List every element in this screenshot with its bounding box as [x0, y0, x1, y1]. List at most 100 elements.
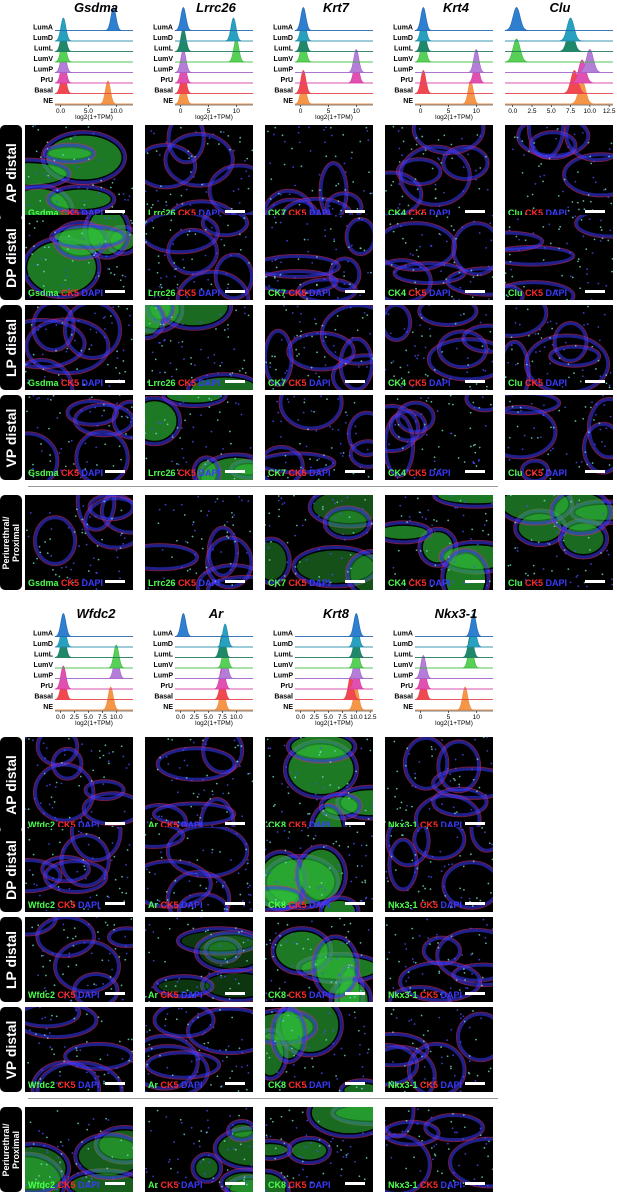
x-axis-label: log2(1+TPM)	[315, 720, 353, 727]
ridge-category-label: Basal	[34, 694, 53, 701]
marker-label: CK7	[268, 288, 287, 298]
ck5-label: CK5	[286, 288, 307, 298]
microscopy-panel: CK7 CK5 DAPI	[265, 305, 373, 390]
ck5-label: CK5	[417, 1080, 439, 1090]
x-axis-label: log2(1+TPM)	[75, 114, 113, 121]
x-tick-label: 10	[353, 108, 361, 115]
microscopy-panel: CK7 CK5 DAPI	[265, 395, 373, 480]
x-tick-label: 10.0	[110, 714, 123, 721]
tissue-image	[25, 395, 133, 480]
row-label-text: DP distal	[3, 839, 19, 900]
ridge-category-label: LumV	[274, 662, 294, 669]
ridge-category-label: LumD	[33, 641, 53, 648]
microscopy-panel: CK4 CK5 DAPI	[385, 125, 493, 220]
marker-label: Gsdma	[28, 468, 59, 478]
stain-caption: Wfdc2 CK5 DAPI	[28, 820, 100, 830]
dapi-label: DAPI	[75, 1180, 100, 1190]
ridge-category-label: PrU	[281, 683, 293, 690]
microscopy-panel: Nkx3-1 CK5 DAPI	[385, 827, 493, 912]
row-label-text: AP distal	[3, 754, 19, 815]
ridge-category-label: LumV	[394, 662, 414, 669]
ck5-label: CK5	[286, 208, 307, 218]
ck5-label: CK5	[158, 900, 179, 910]
microscopy-panel: Nkx3-1 CK5 DAPI	[385, 1007, 493, 1092]
ridgeline-chart: NE Basal PrU LumP LumV LumL LumD LumA 0.0 2.5 5.0 7…	[273, 612, 377, 727]
tissue-image	[385, 737, 493, 832]
dapi-label: DAPI	[178, 990, 203, 1000]
x-axis-label: log2(1+TPM)	[75, 720, 113, 727]
marker-label: Nkx3-1	[388, 1080, 418, 1090]
stain-caption: Gsdma CK5 DAPI	[28, 468, 103, 478]
marker-label: CK7	[268, 208, 287, 218]
dapi-label: DAPI	[75, 900, 100, 910]
microscopy-panel: Ar CK5 DAPI	[145, 917, 253, 1002]
stain-caption: CK7 CK5 DAPI	[268, 288, 331, 298]
dapi-label: DAPI	[438, 1180, 463, 1190]
ridge-LumL	[175, 633, 253, 658]
marker-label: Lrrc26	[148, 378, 176, 388]
microscopy-panel: Nkx3-1 CK5 DAPI	[385, 737, 493, 832]
marker-label: Clu	[508, 578, 523, 588]
dapi-label: DAPI	[543, 468, 568, 478]
ridge-category-label: NE	[163, 98, 173, 105]
row-label-text: VP distal	[3, 1020, 19, 1079]
marker-label: Wfdc2	[28, 900, 55, 910]
ridge-category-label: LumA	[33, 25, 53, 32]
stain-caption: Ar CK5 DAPI	[148, 900, 203, 910]
marker-label: Clu	[508, 288, 523, 298]
tissue-image	[25, 1110, 133, 1192]
ck5-label: CK5	[286, 578, 307, 588]
dapi-label: DAPI	[79, 378, 104, 388]
dapi-label: DAPI	[196, 378, 221, 388]
ridge-category-label: PrU	[401, 683, 413, 690]
ridgeline-chart: NE Basal PrU LumP LumV LumL LumD LumA 0 5 10log2(1…	[273, 6, 373, 121]
scale-bar	[105, 822, 125, 825]
microscopy-panel: Clu CK5 DAPI	[505, 305, 613, 390]
microscopy-panel: CK7 CK5 DAPI	[265, 215, 373, 300]
x-tick-label: 10.0	[110, 108, 123, 115]
tissue-image	[385, 395, 493, 480]
microscopy-panel: Lrrc26 CK5 DAPI	[145, 495, 253, 590]
ridge-category-label: NE	[43, 98, 53, 105]
scale-bar	[585, 290, 605, 293]
x-tick-label: 5.0	[84, 714, 93, 721]
ck5-label: CK5	[286, 1080, 307, 1090]
ridge-PrU	[175, 665, 253, 690]
tissue-image	[505, 305, 612, 390]
tissue-image	[265, 305, 373, 390]
row-label-text: DP distal	[3, 227, 19, 288]
marker-label: CK8	[268, 990, 287, 1000]
ck5-label: CK5	[58, 208, 80, 218]
ridge-category-label: NE	[283, 98, 293, 105]
stain-caption: CK8 CK5 DAPI	[268, 820, 331, 830]
marker-label: Lrrc26	[148, 208, 176, 218]
ridge-NE	[295, 686, 373, 711]
marker-label: Ar	[148, 990, 159, 1000]
marker-label: CK7	[268, 378, 287, 388]
x-tick-label: 5	[327, 108, 331, 115]
stain-caption: Nkx3-1 CK5 DAPI	[388, 990, 462, 1000]
microscopy-panel: Gsdma CK5 DAPI	[25, 125, 133, 220]
ridge-category-label: NE	[283, 704, 293, 711]
gene-title: Clu	[549, 0, 571, 15]
ridge-category-label: LumA	[273, 631, 293, 638]
ridge-category-label: LumL	[154, 46, 174, 53]
marker-label: Nkx3-1	[388, 990, 418, 1000]
x-tick-label: 10	[473, 108, 481, 115]
microscopy-panel: CK7 CK5 DAPI	[265, 125, 373, 220]
microscopy-panel: Ar CK5 DAPI	[145, 1107, 253, 1192]
microscopy-panel: Clu CK5 DAPI	[505, 215, 613, 300]
ridge-LumP	[175, 654, 253, 679]
ck5-label: CK5	[417, 900, 439, 910]
ridge-category-label: LumA	[33, 631, 53, 638]
dapi-label: DAPI	[196, 288, 221, 298]
stain-caption: CK7 CK5 DAPI	[268, 578, 331, 588]
stain-caption: CK4 CK5 DAPI	[388, 578, 451, 588]
scale-bar	[465, 1082, 485, 1085]
tissue-image	[385, 495, 493, 590]
tissue-image	[505, 395, 613, 480]
scale-bar	[465, 380, 485, 383]
tissue-image	[145, 395, 253, 480]
scale-bar	[585, 380, 605, 383]
marker-label: Lrrc26	[148, 468, 176, 478]
